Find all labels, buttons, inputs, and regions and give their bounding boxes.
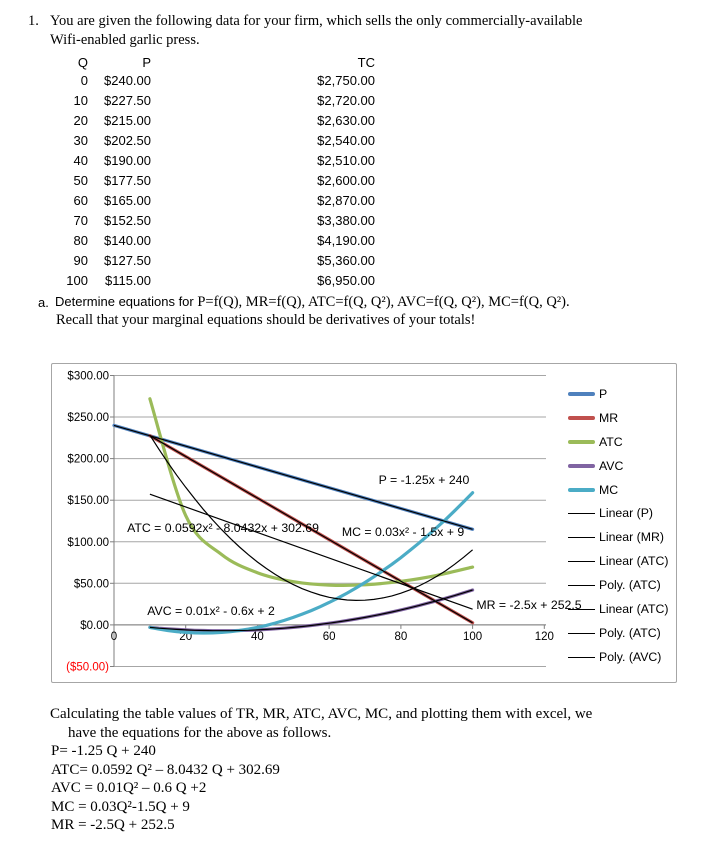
series-mc (148, 491, 475, 635)
table-cell: $2,720.00 (317, 93, 375, 108)
table-cell: 60 (73, 193, 88, 208)
table-row: 10 $227.50 $2,720.00 (0, 91, 420, 111)
table-cell: 20 (73, 113, 88, 128)
table-row: 0 $240.00 $2,750.00 (0, 71, 420, 91)
chart-plot-area: $300.00 $250.00 $200.00 $150.00 $100.00 $50.0… (66, 371, 554, 674)
table-row: 60 $165.00 $2,870.00 (0, 191, 420, 211)
equation-avc: AVC = 0.01Q² – 0.6 Q +2 (51, 780, 207, 796)
part-a-label: a. (38, 295, 49, 310)
series-atc (148, 397, 475, 587)
table-cell: $4,190.00 (317, 233, 375, 248)
table-cell: $2,540.00 (317, 133, 375, 148)
chart-object[interactable]: $300.00 $250.00 $200.00 $150.00 $100.00 $50.0… (51, 363, 677, 683)
table-cell: $2,510.00 (317, 153, 375, 168)
part-a-line1: Determine equations for P=f(Q), MR=f(Q),… (55, 293, 570, 311)
table-cell: 50 (73, 173, 88, 188)
table-cell: 70 (73, 213, 88, 228)
x-tick-label: 100 (463, 631, 482, 643)
table-cell: 40 (73, 153, 88, 168)
trendline-linearatc (149, 493, 473, 610)
table-cell: $215.00 (104, 113, 151, 128)
column-header: P (142, 55, 151, 70)
part-a-line2: Recall that your marginal equations shou… (56, 312, 476, 328)
table-cell: $115.00 (104, 273, 151, 288)
table-cell: 80 (73, 233, 88, 248)
column-header: TC (357, 55, 375, 70)
table-row: 70 $152.50 $3,380.00 (0, 211, 420, 231)
y-tick-label: $100.00 (67, 537, 109, 549)
y-tick-label: $150.00 (67, 495, 109, 507)
table-cell: $177.50 (104, 173, 151, 188)
equation-atc: ATC= 0.0592 Q² – 8.0432 Q + 302.69 (51, 761, 280, 778)
equation-mc: MC = 0.03Q²-1.5Q + 9 (51, 798, 190, 815)
table-cell: $3,380.00 (317, 213, 375, 228)
table-cell: $2,870.00 (317, 193, 375, 208)
x-tick-label: 40 (251, 631, 264, 643)
trendline-linearp (113, 424, 473, 530)
trendline-linearmr (149, 435, 473, 624)
y-tick-label: $250.00 (67, 412, 109, 424)
question-line1: You are given the following data for you… (50, 13, 583, 29)
y-tick-label: $50.00 (74, 578, 109, 590)
table-row: 90 $127.50 $5,360.00 (0, 251, 420, 271)
table-row: 40 $190.00 $2,510.00 (0, 151, 420, 171)
y-tick-label: $200.00 (67, 454, 109, 466)
x-tick-label: 80 (395, 631, 408, 643)
column-header: Q (77, 55, 88, 70)
table-cell: 90 (73, 253, 88, 268)
y-tick-label: $0.00 (80, 620, 109, 632)
table-cell: $165.00 (104, 193, 151, 208)
trendline-polyatc (149, 434, 473, 602)
table-cell: $6,950.00 (317, 273, 375, 288)
part-a-lead: Determine equations for (55, 294, 198, 309)
table-cell: $202.50 (104, 133, 151, 148)
table-cell: $240.00 (104, 73, 151, 88)
table-row: 30 $202.50 $2,540.00 (0, 131, 420, 151)
y-tick-label: ($50.00) (66, 662, 109, 674)
table-cell: $2,750.00 (317, 73, 375, 88)
table-cell: 10 (73, 93, 88, 108)
x-tick-label: 120 (535, 631, 554, 643)
table-cell: $152.50 (104, 213, 151, 228)
table-row: 100 $115.00 $6,950.00 (0, 271, 420, 291)
question-number: 1. (28, 13, 39, 29)
table-cell: $2,630.00 (317, 113, 375, 128)
table-cell: $5,360.00 (317, 253, 375, 268)
table-cell: $140.00 (104, 233, 151, 248)
table-row: 50 $177.50 $2,600.00 (0, 171, 420, 191)
table-header-row: Q P TC (0, 53, 420, 73)
trendline-polyavc (149, 589, 473, 632)
question-line2: Wifi-enabled garlic press. (50, 32, 200, 48)
table-cell: 0 (80, 73, 88, 88)
table-cell: 100 (66, 273, 88, 288)
bottom-line1: Calculating the table values of TR, MR, … (50, 706, 593, 722)
table-cell: $2,600.00 (317, 173, 375, 188)
y-tick-label: $300.00 (67, 371, 109, 383)
equation-mr: MR = -2.5Q + 252.5 (51, 817, 175, 833)
equation-p: P= -1.25 Q + 240 (51, 743, 156, 759)
table-row: 80 $140.00 $4,190.00 (0, 231, 420, 251)
table-row: 20 $215.00 $2,630.00 (0, 111, 420, 131)
table-cell: 30 (73, 133, 88, 148)
bottom-line2: have the equations for the above as foll… (68, 724, 332, 741)
x-tick-label: 0 (111, 631, 117, 643)
x-tick-label: 60 (323, 631, 336, 643)
part-a-equations: P=f(Q), MR=f(Q), ATC=f(Q, Q²), AVC=f(Q, … (197, 294, 570, 310)
table-cell: $227.50 (104, 93, 151, 108)
table-cell: $127.50 (104, 253, 151, 268)
table-cell: $190.00 (104, 153, 151, 168)
